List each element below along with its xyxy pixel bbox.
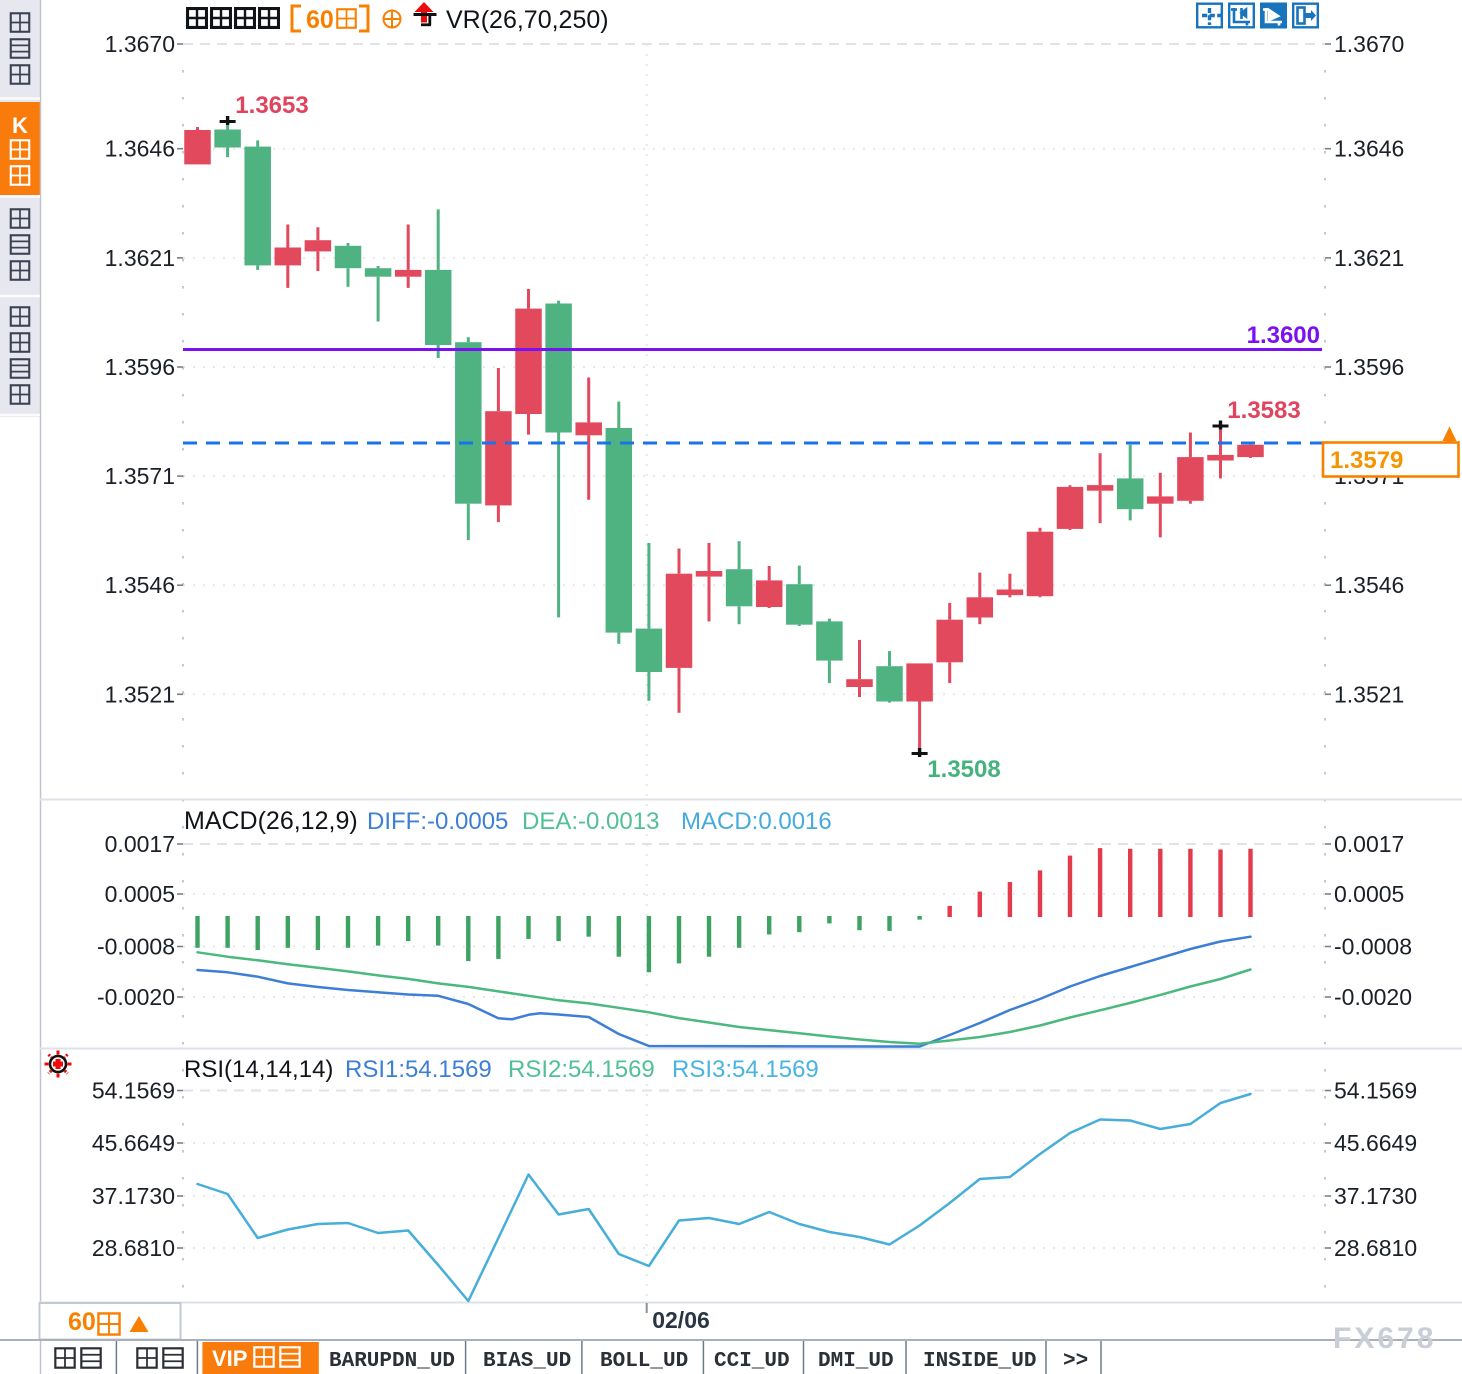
svg-text:CCI_UD: CCI_UD xyxy=(714,1350,790,1373)
svg-text:02/06: 02/06 xyxy=(652,1307,710,1333)
svg-text:1.3621: 1.3621 xyxy=(1334,245,1404,271)
svg-text:RSI2:54.1569: RSI2:54.1569 xyxy=(508,1056,655,1083)
svg-text:RSI(14,14,14): RSI(14,14,14) xyxy=(184,1056,333,1083)
svg-text:>>: >> xyxy=(1063,1350,1088,1373)
svg-text:DEA:-0.0013: DEA:-0.0013 xyxy=(522,808,659,835)
svg-text:-0.0020: -0.0020 xyxy=(1334,984,1412,1010)
svg-text:0.0005: 0.0005 xyxy=(105,881,175,907)
svg-text:1.3546: 1.3546 xyxy=(105,572,175,598)
svg-text:28.6810: 28.6810 xyxy=(92,1235,175,1261)
svg-text:1.3646: 1.3646 xyxy=(1334,136,1404,162)
svg-text:1.3621: 1.3621 xyxy=(105,245,175,271)
svg-text:-0.0020: -0.0020 xyxy=(97,984,175,1010)
svg-text:37.1730: 37.1730 xyxy=(1334,1183,1417,1209)
svg-text:VR(26,70,250): VR(26,70,250) xyxy=(446,6,609,34)
svg-text:K: K xyxy=(12,113,28,138)
svg-text:1.3596: 1.3596 xyxy=(1334,354,1404,380)
svg-text:1.3670: 1.3670 xyxy=(105,31,175,57)
svg-text:-0.0008: -0.0008 xyxy=(97,934,175,960)
svg-text:BARUPDN_UD: BARUPDN_UD xyxy=(329,1350,455,1373)
svg-text:1.3600: 1.3600 xyxy=(1247,322,1320,349)
svg-text:MACD:0.0016: MACD:0.0016 xyxy=(681,808,832,835)
svg-text:1.3670: 1.3670 xyxy=(1334,31,1404,57)
svg-text:1.3596: 1.3596 xyxy=(105,354,175,380)
svg-text:37.1730: 37.1730 xyxy=(92,1183,175,1209)
svg-text:45.6649: 45.6649 xyxy=(1334,1130,1417,1156)
svg-text:54.1569: 54.1569 xyxy=(92,1078,175,1104)
svg-text:1.3546: 1.3546 xyxy=(1334,572,1404,598)
svg-text:DIFF:-0.0005: DIFF:-0.0005 xyxy=(367,808,508,835)
svg-text:60: 60 xyxy=(306,6,334,34)
svg-text:1.3653: 1.3653 xyxy=(235,92,308,119)
svg-text:45.6649: 45.6649 xyxy=(92,1130,175,1156)
svg-text:VIP: VIP xyxy=(212,1346,247,1371)
svg-text:0.0017: 0.0017 xyxy=(1334,831,1404,857)
svg-text:28.6810: 28.6810 xyxy=(1334,1235,1417,1261)
svg-text:60: 60 xyxy=(68,1308,96,1336)
svg-text:BOLL_UD: BOLL_UD xyxy=(600,1350,688,1373)
svg-text:54.1569: 54.1569 xyxy=(1334,1078,1417,1104)
svg-text:RSI1:54.1569: RSI1:54.1569 xyxy=(345,1056,492,1083)
svg-text:1.3583: 1.3583 xyxy=(1227,397,1300,424)
svg-text:DMI_UD: DMI_UD xyxy=(818,1350,894,1373)
svg-text:1.3646: 1.3646 xyxy=(105,136,175,162)
svg-text:0.0017: 0.0017 xyxy=(105,831,175,857)
svg-text:1.3508: 1.3508 xyxy=(927,756,1000,783)
svg-text:MACD(26,12,9): MACD(26,12,9) xyxy=(184,807,358,835)
svg-text:BIAS_UD: BIAS_UD xyxy=(483,1350,571,1373)
svg-text:0.0005: 0.0005 xyxy=(1334,881,1404,907)
svg-text:INSIDE_UD: INSIDE_UD xyxy=(923,1350,1036,1373)
svg-text:1.3579: 1.3579 xyxy=(1330,447,1403,474)
svg-text:1.3521: 1.3521 xyxy=(1334,681,1404,707)
svg-text:1.3571: 1.3571 xyxy=(105,463,175,489)
svg-text:RSI3:54.1569: RSI3:54.1569 xyxy=(672,1056,819,1083)
svg-text:-0.0008: -0.0008 xyxy=(1334,934,1412,960)
svg-text:FX678: FX678 xyxy=(1333,1322,1436,1355)
svg-text:1.3521: 1.3521 xyxy=(105,681,175,707)
